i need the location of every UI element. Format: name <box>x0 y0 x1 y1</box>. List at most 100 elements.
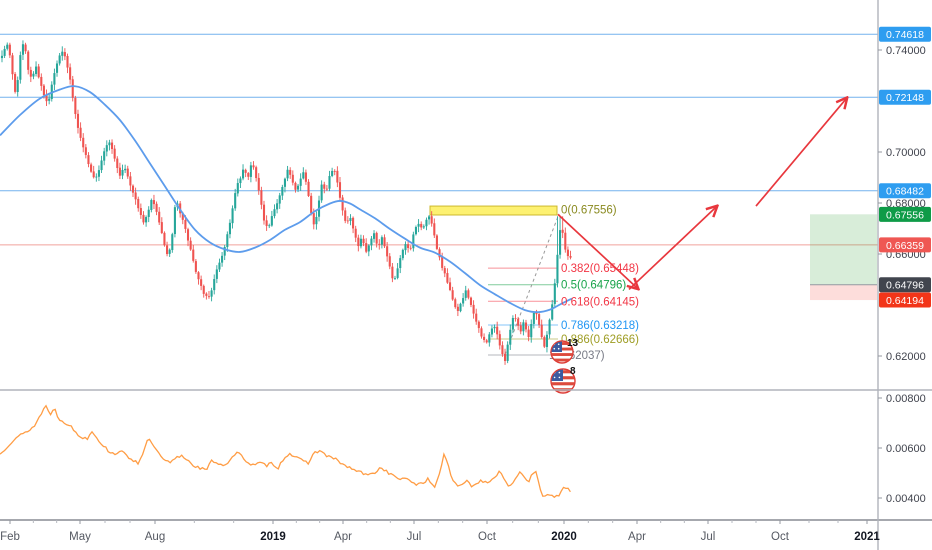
candle-body <box>40 76 43 86</box>
candle-body <box>234 193 237 209</box>
candle-body <box>257 177 260 191</box>
ma-path[interactable] <box>0 85 573 314</box>
candle-body <box>438 249 441 258</box>
candle-body <box>349 218 352 221</box>
event-flag-icons[interactable]: 13 8 <box>550 338 579 394</box>
projection-arrow[interactable] <box>755 99 846 207</box>
price-badge <box>879 206 931 222</box>
candle-body <box>173 207 176 235</box>
us-flag-event-icon[interactable]: 13 <box>550 338 579 364</box>
candle-body <box>535 312 538 315</box>
candle-body <box>328 176 331 189</box>
candle-body <box>291 174 294 183</box>
candle-body <box>90 164 93 172</box>
candle-body <box>202 285 205 294</box>
candle-body <box>420 223 423 228</box>
candle-body <box>375 232 378 244</box>
projection-arrow[interactable] <box>557 213 637 288</box>
indicator-line[interactable] <box>0 404 571 499</box>
candle-body <box>527 329 530 337</box>
candle-body <box>3 48 6 56</box>
candle-body <box>82 137 85 148</box>
price-badge-label: 0.68482 <box>886 186 924 198</box>
candle-body <box>205 293 208 296</box>
stop-zone[interactable] <box>810 284 877 301</box>
price-badge <box>879 292 931 308</box>
candle-body <box>255 167 258 179</box>
candle-body <box>6 44 9 49</box>
price-badge <box>879 89 931 105</box>
candle-body <box>454 299 457 308</box>
candle-body <box>184 220 187 229</box>
candle-body <box>477 321 480 329</box>
projection-arrows[interactable] <box>557 99 846 291</box>
candle-body <box>35 66 38 74</box>
time-axis[interactable]: Feb May Aug 2019 Apr Jul Oct 2020 Apr Jul Oct 2021 <box>0 520 880 543</box>
candle-body <box>158 211 161 223</box>
candle-body <box>194 261 197 272</box>
candle-body <box>42 85 45 96</box>
dashed-trendline[interactable] <box>504 213 560 355</box>
candle-body <box>435 235 438 249</box>
moving-average-line[interactable] <box>0 85 573 314</box>
candle-body <box>14 73 17 92</box>
indicator-path[interactable] <box>0 404 571 499</box>
candle-body <box>200 279 203 286</box>
candle-body <box>359 238 362 247</box>
candle-body <box>37 66 40 78</box>
candle-body <box>469 297 473 305</box>
price-axis[interactable]: 0.740000.700000.680000.660000.620000.008… <box>878 26 931 505</box>
candle-body <box>404 244 407 251</box>
candle-body <box>462 298 465 304</box>
candle-body <box>108 142 111 146</box>
candle-body <box>215 269 218 279</box>
candle-body <box>545 334 549 348</box>
candle-body <box>367 245 370 252</box>
candle-body <box>341 197 344 211</box>
candle-body <box>391 266 394 279</box>
candle-body <box>490 328 493 335</box>
supply-zone-rectangle[interactable] <box>429 205 558 216</box>
candle-body <box>569 256 572 258</box>
candle-body <box>29 69 32 77</box>
candle-body <box>160 222 163 234</box>
price-badge-label: 0.64194 <box>886 295 924 307</box>
candle-body <box>556 254 559 284</box>
candle-body <box>532 312 535 324</box>
candle-body <box>223 247 226 256</box>
candle-body <box>131 185 135 193</box>
candle-body <box>297 185 300 190</box>
profit-zone[interactable] <box>810 214 877 285</box>
candle-body <box>121 169 124 176</box>
risk-reward-position-box[interactable] <box>810 214 877 301</box>
us-flag-event-icon[interactable]: 8 <box>550 366 576 394</box>
candle-body <box>69 67 72 80</box>
time-tick-label: 2019 <box>260 531 286 543</box>
supply-zone[interactable] <box>429 205 558 216</box>
candle-body <box>409 247 412 249</box>
indicator-tick-label: 0.00600 <box>886 443 926 455</box>
trendline[interactable] <box>504 213 560 355</box>
candle-body <box>189 240 192 250</box>
candle-body <box>166 245 169 255</box>
candle-body <box>333 171 336 172</box>
projection-arrow[interactable] <box>628 207 716 291</box>
candle-body <box>551 304 554 320</box>
candle-body <box>281 187 284 196</box>
candle-body <box>540 324 543 337</box>
time-tick-label: Apr <box>628 531 646 543</box>
candle-body <box>530 324 533 338</box>
candlestick-series <box>0 40 572 365</box>
time-tick-label: Oct <box>478 531 497 543</box>
candle-body <box>559 230 562 255</box>
candle-body <box>55 63 59 73</box>
candle-body <box>150 200 153 210</box>
horizontal-price-lines[interactable] <box>0 33 878 246</box>
candle-body <box>268 225 271 227</box>
fib-label: 0.5(0.64796) <box>561 280 626 292</box>
candle-body <box>362 238 365 244</box>
candle-body <box>71 79 74 98</box>
candle-body <box>270 216 273 226</box>
